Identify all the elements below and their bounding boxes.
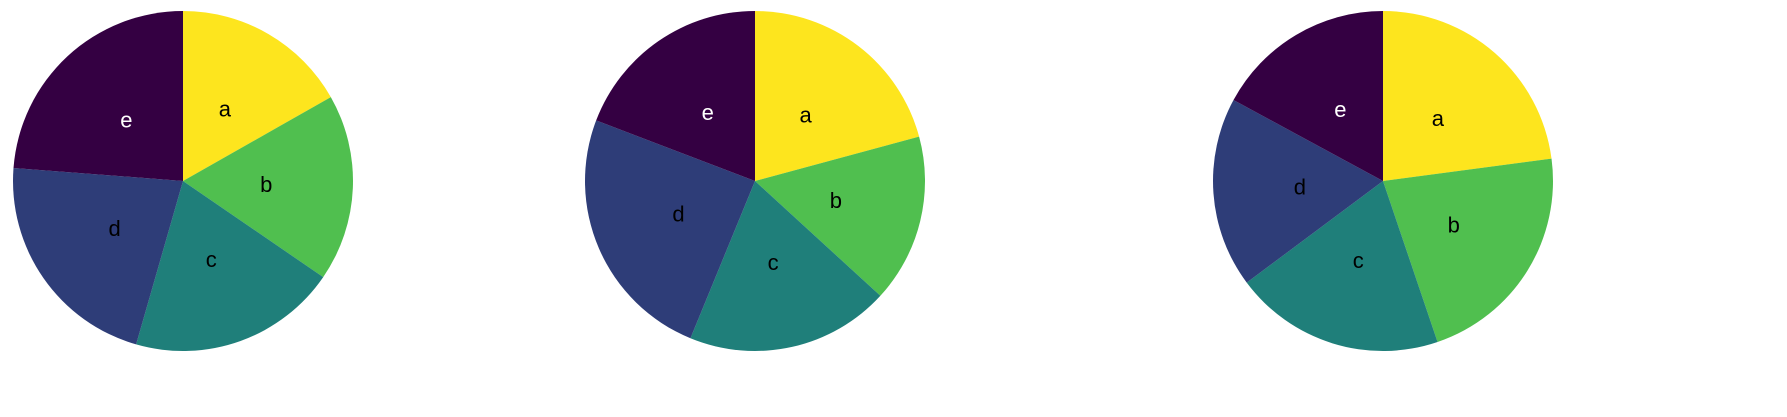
slice-label-c: c bbox=[768, 250, 779, 275]
slice-label-b: b bbox=[1448, 212, 1460, 237]
pie-chart-1: a b c d e bbox=[12, 11, 353, 352]
slice-label-a: a bbox=[219, 97, 232, 122]
pie-chart-3: a b c d e bbox=[1213, 11, 1554, 351]
slice-label-d: d bbox=[108, 216, 120, 241]
pie-slice-a bbox=[183, 11, 331, 181]
slice-label-b: b bbox=[830, 188, 842, 213]
pie-slice-d bbox=[1213, 100, 1383, 283]
pie-slice-e bbox=[596, 11, 755, 181]
pie-slice-c bbox=[1246, 181, 1438, 351]
pie-slice-d bbox=[585, 120, 755, 339]
slice-label-a: a bbox=[800, 102, 813, 127]
pie-slice-c bbox=[136, 181, 324, 352]
pie-slice-c bbox=[690, 181, 881, 352]
pie-slice-e bbox=[1233, 11, 1383, 181]
pie-slice-a bbox=[1383, 11, 1552, 181]
pie-slice-b bbox=[183, 97, 353, 278]
slice-label-c: c bbox=[1353, 248, 1364, 273]
pie-chart-2: a b c d e bbox=[585, 11, 925, 352]
slice-label-d: d bbox=[672, 202, 684, 227]
slice-label-b: b bbox=[260, 172, 272, 197]
pie-slice-b bbox=[755, 136, 925, 296]
slice-label-e: e bbox=[1334, 97, 1346, 122]
slice-label-a: a bbox=[1432, 106, 1445, 131]
pie-slice-e bbox=[13, 11, 184, 181]
slice-label-e: e bbox=[120, 107, 132, 132]
pie-slice-b bbox=[1383, 158, 1554, 343]
slice-label-e: e bbox=[702, 100, 714, 125]
pie-slice-a bbox=[755, 11, 920, 181]
pie-slice-d bbox=[12, 167, 183, 345]
slice-label-d: d bbox=[1294, 175, 1306, 200]
slice-label-c: c bbox=[206, 247, 217, 272]
